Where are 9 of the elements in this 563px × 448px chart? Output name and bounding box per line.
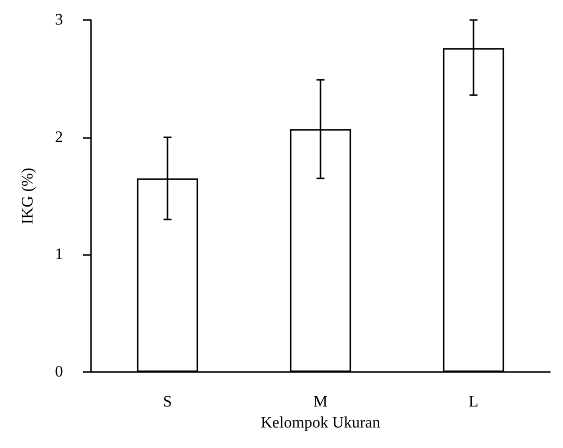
y-tick-label: 2: [55, 128, 63, 146]
x-tick-label: S: [163, 394, 172, 410]
x-tick-label: M: [313, 394, 328, 410]
y-tick-label: 3: [55, 12, 63, 28]
x-tick-label: L: [468, 394, 478, 410]
x-axis-title: Kelompok Ukuran: [260, 414, 380, 432]
y-tick-label: 0: [55, 364, 63, 380]
y-tick-label: 1: [55, 246, 63, 264]
y-axis-title: IKG (%): [20, 168, 36, 224]
